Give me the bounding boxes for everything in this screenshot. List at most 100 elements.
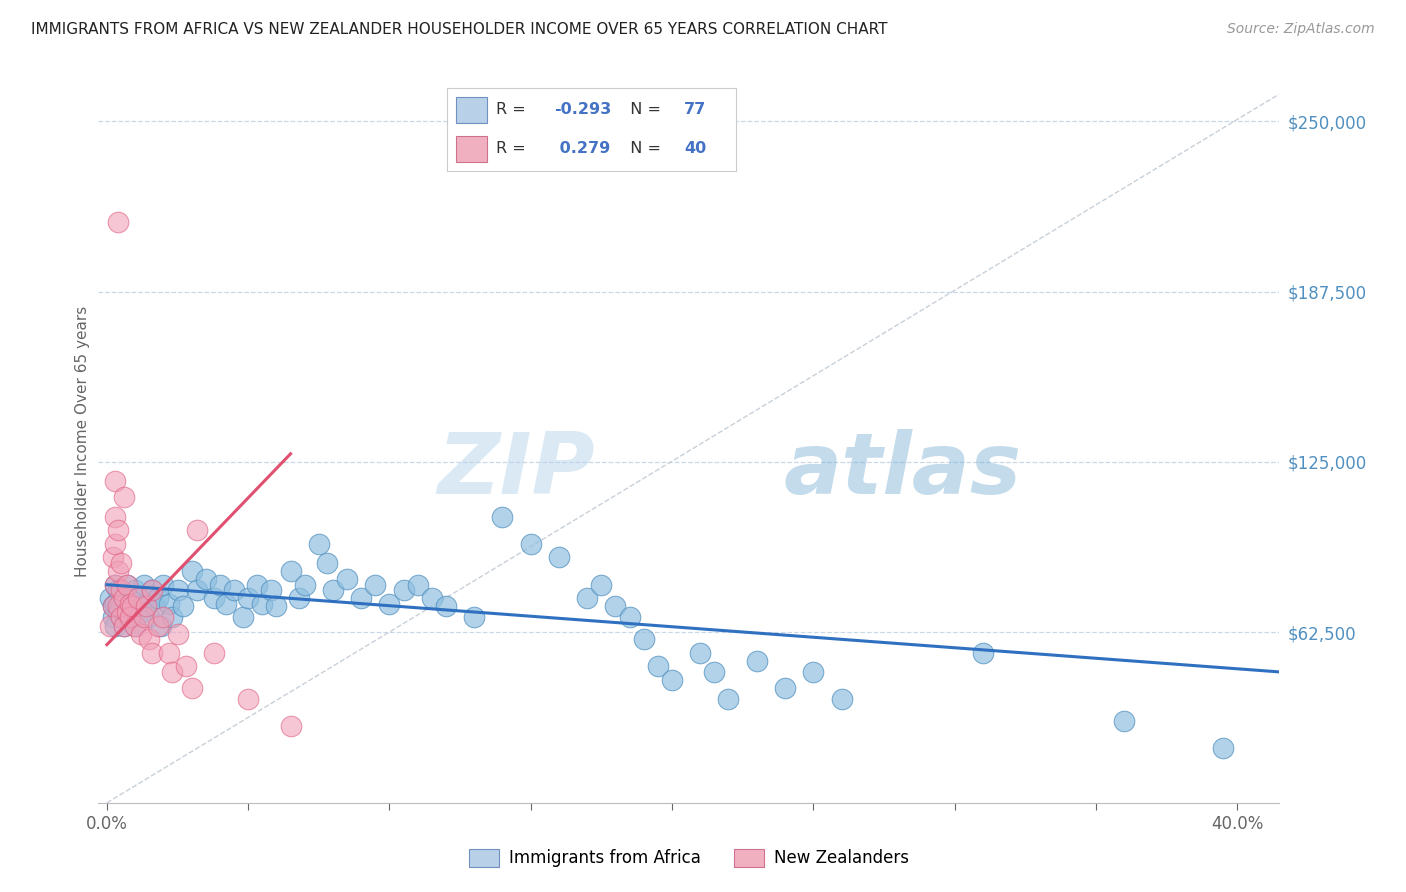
Point [166,626,188,640]
Point [619,610,641,624]
Point [127,591,149,606]
Point [160,665,183,679]
Point [1112,714,1135,728]
Point [115,577,138,591]
Point [101,599,124,614]
Point [773,681,796,696]
Point [107,583,129,598]
Point [160,610,183,624]
Point [717,692,740,706]
Point [124,618,146,632]
Point [107,215,129,229]
Point [118,597,141,611]
Point [101,610,124,624]
Point [112,591,135,606]
Point [308,537,330,551]
Point [135,599,157,614]
Point [115,605,138,619]
Point [222,583,245,598]
Point [336,572,359,586]
Point [172,599,194,614]
Point [647,659,669,673]
Point [576,591,599,606]
Point [104,597,127,611]
Point [149,618,172,632]
Point [98,591,121,606]
Point [378,597,401,611]
Point [548,550,571,565]
Point [118,610,141,624]
Point [260,583,283,598]
Point [406,577,429,591]
Point [110,599,132,614]
Point [118,597,141,611]
Point [214,597,236,611]
Point [112,618,135,632]
Point [141,583,163,598]
Point [138,610,160,624]
Point [174,659,197,673]
Point [104,509,127,524]
Point [180,564,202,578]
Point [121,599,143,614]
Point [186,583,208,598]
Point [112,618,135,632]
Text: atlas: atlas [783,429,1022,512]
Text: Source: ZipAtlas.com: Source: ZipAtlas.com [1227,22,1375,37]
Point [107,523,129,537]
Point [605,599,627,614]
Point [238,692,260,706]
Point [118,610,141,624]
Point [252,597,274,611]
Point [350,591,373,606]
Point [132,610,155,624]
Point [420,591,443,606]
Point [98,618,121,632]
Point [202,646,225,660]
Point [110,583,132,598]
Point [157,597,180,611]
Point [107,605,129,619]
Point [124,618,146,632]
Point [266,599,288,614]
Point [519,537,541,551]
Legend: Immigrants from Africa, New Zealanders: Immigrants from Africa, New Zealanders [463,842,915,874]
Point [280,719,302,733]
Point [294,577,316,591]
Point [166,583,188,598]
Point [157,646,180,660]
Point [316,556,339,570]
Point [104,618,127,632]
Point [491,509,513,524]
Y-axis label: Householder Income Over 65 years: Householder Income Over 65 years [75,306,90,577]
Text: IMMIGRANTS FROM AFRICA VS NEW ZEALANDER HOUSEHOLDER INCOME OVER 65 YEARS CORRELA: IMMIGRANTS FROM AFRICA VS NEW ZEALANDER … [31,22,887,37]
Point [107,599,129,614]
Point [138,632,160,647]
Point [146,618,169,632]
Point [202,591,225,606]
Point [392,583,415,598]
Point [104,474,127,488]
Point [104,537,127,551]
Point [186,523,208,537]
Point [591,577,613,591]
Point [143,599,166,614]
Point [246,577,269,591]
Point [146,591,169,606]
Point [152,610,174,624]
Point [364,577,387,591]
Point [238,591,260,606]
Point [124,583,146,598]
Point [661,673,683,687]
Point [194,572,217,586]
Point [101,599,124,614]
Point [463,610,485,624]
Point [107,564,129,578]
Point [129,605,152,619]
Point [141,583,163,598]
Point [141,646,163,660]
Point [288,591,311,606]
Point [745,654,768,668]
Point [112,591,135,606]
Point [231,610,253,624]
